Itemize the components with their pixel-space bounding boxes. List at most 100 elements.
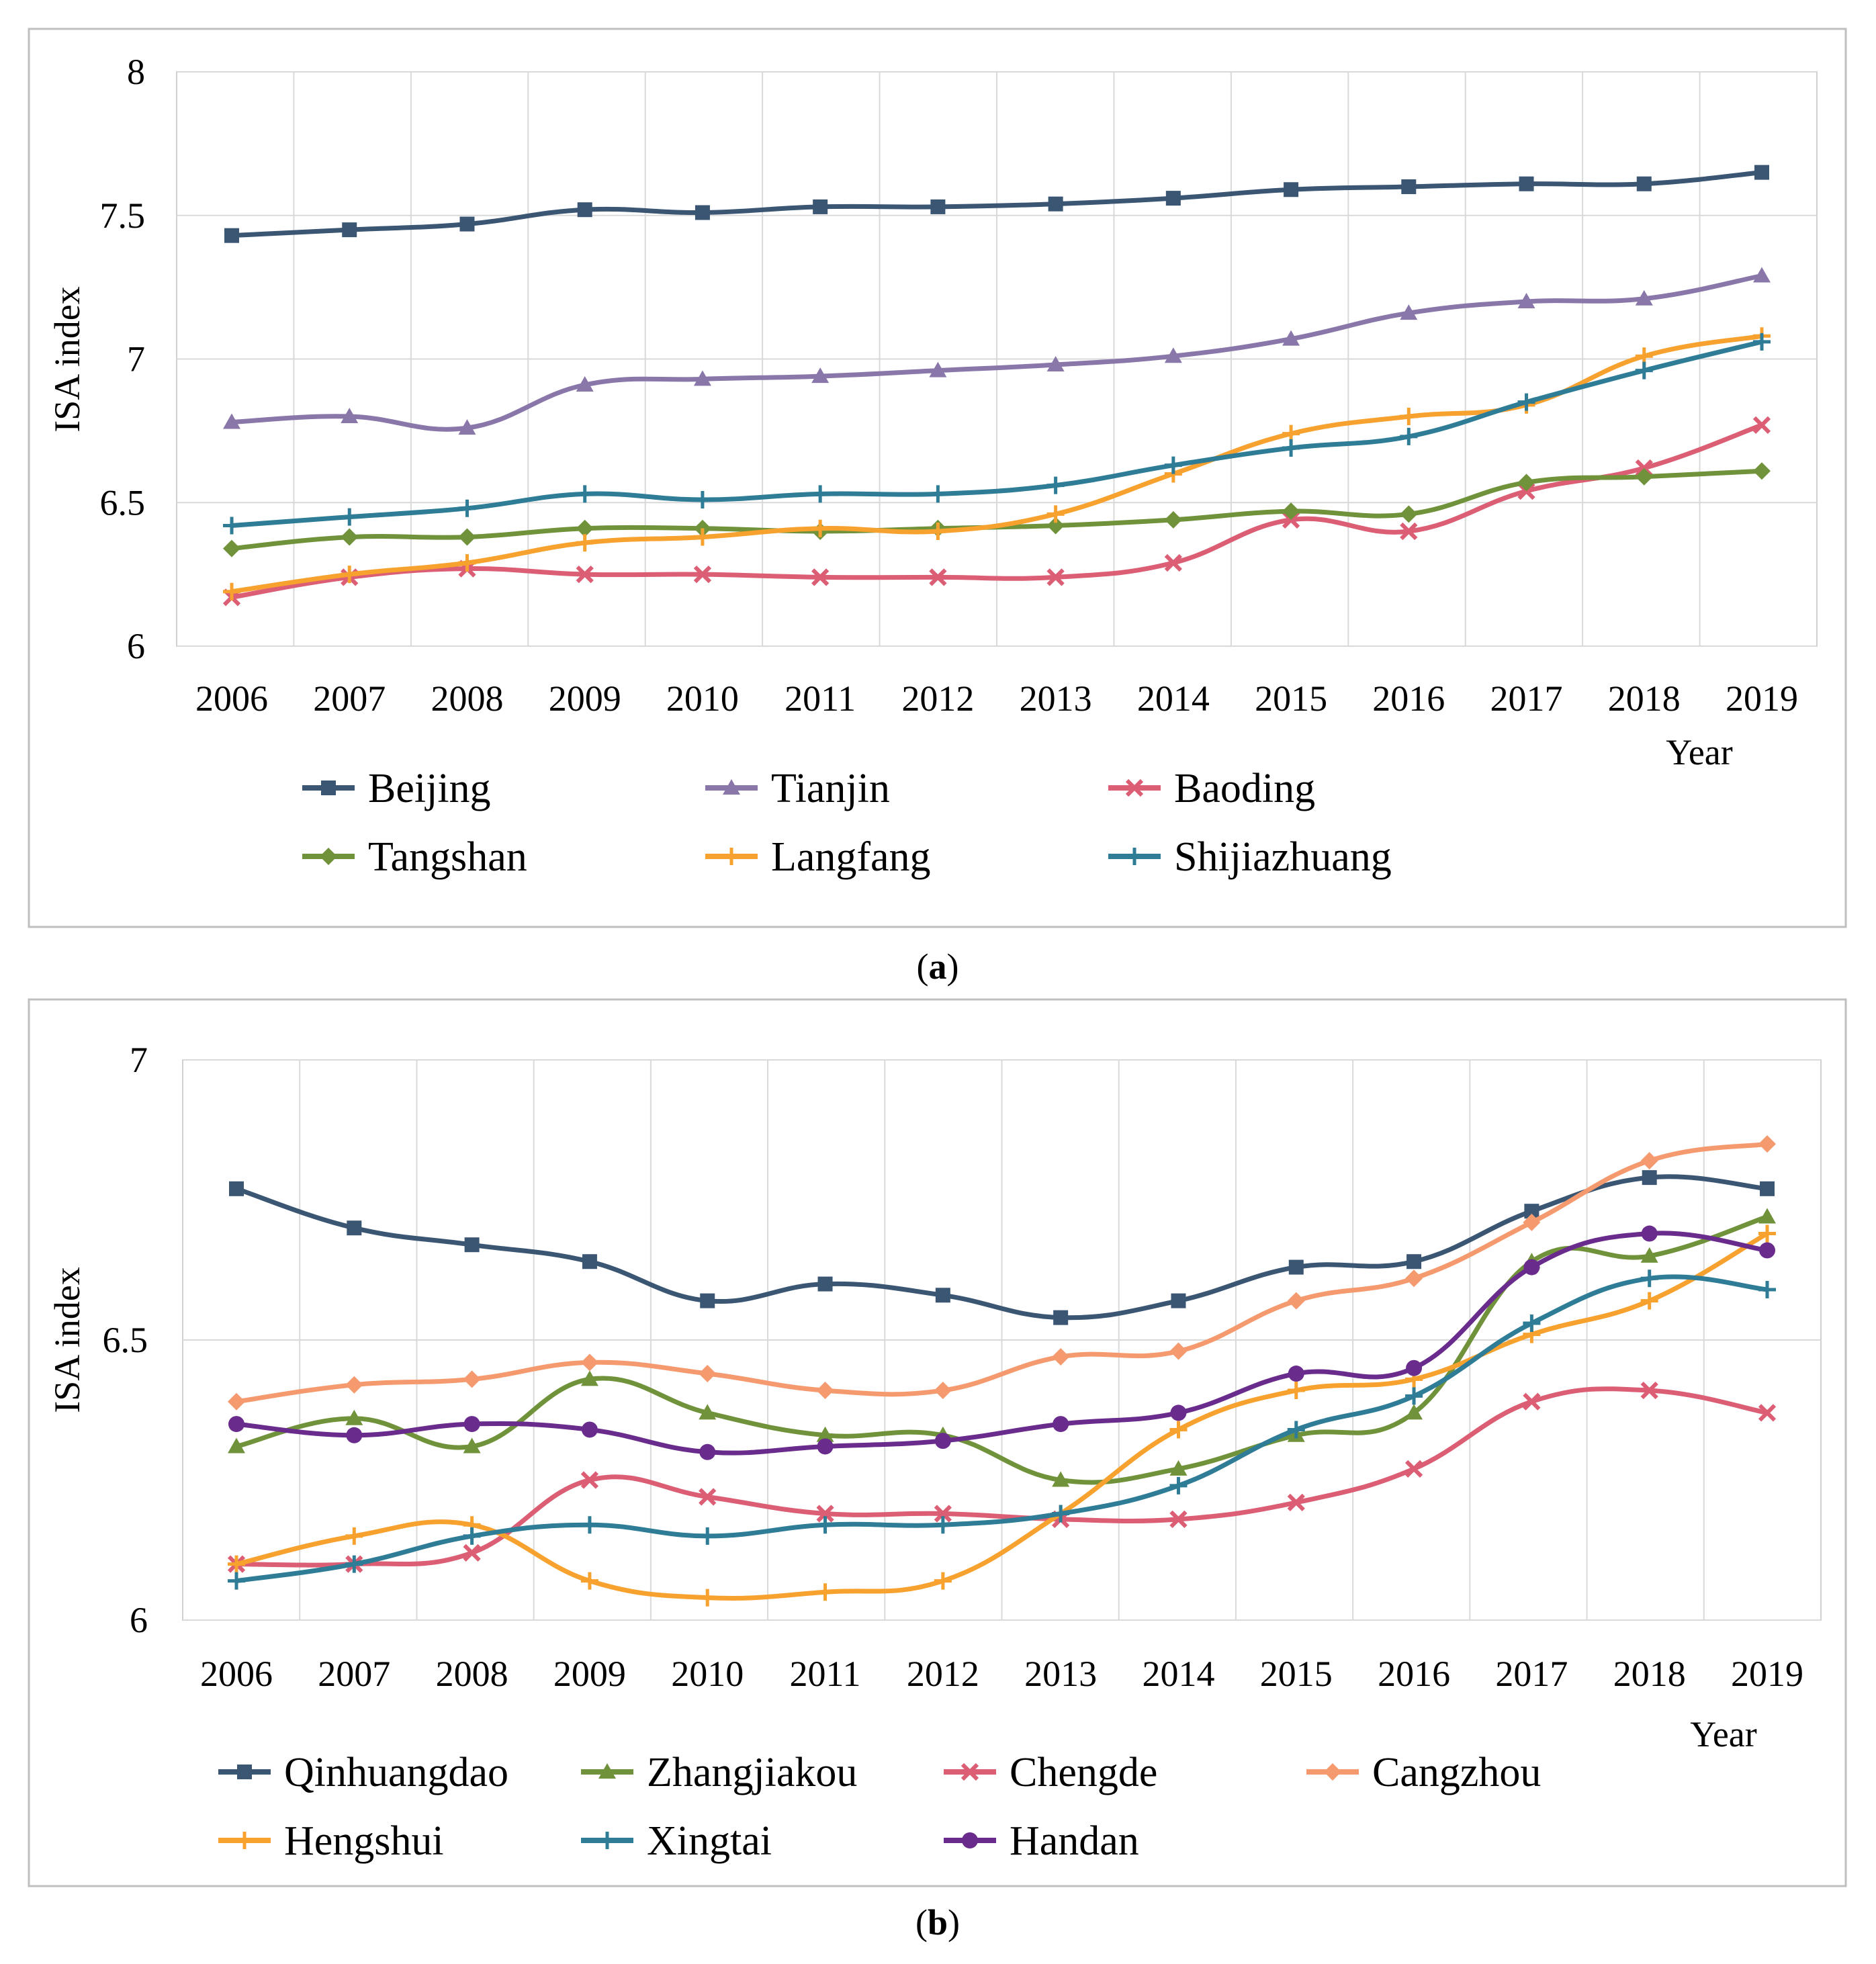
data-point <box>1288 1366 1304 1382</box>
legend-marker <box>598 1832 616 1849</box>
data-point <box>1046 476 1065 494</box>
data-point <box>1164 510 1182 529</box>
data-point <box>1523 1392 1541 1411</box>
data-point <box>1052 1505 1070 1523</box>
data-point <box>693 490 711 508</box>
data-point <box>1642 1170 1657 1186</box>
legend-marker <box>723 779 740 795</box>
x-tick-label: 2018 <box>1613 1654 1686 1694</box>
data-point <box>228 1572 245 1590</box>
series-tangshan <box>223 462 1771 557</box>
y-tick-label: 6.5 <box>103 1320 148 1360</box>
data-point <box>345 1409 363 1425</box>
x-tick-label: 2011 <box>790 1654 861 1694</box>
panel-a-y-ticks: 6 6.5 7 7.5 8 <box>100 52 146 666</box>
data-point <box>1524 1204 1539 1219</box>
data-point <box>1405 1404 1423 1420</box>
data-point <box>693 566 712 584</box>
data-point <box>341 528 359 546</box>
panel-b-y-axis-title: ISA index <box>47 1267 87 1413</box>
legend-item: Tianjin <box>705 766 890 811</box>
x-tick-label: 2008 <box>431 678 503 719</box>
data-point <box>224 228 239 243</box>
data-point <box>463 1370 481 1388</box>
data-point <box>816 1426 834 1442</box>
x-tick-label: 2013 <box>1020 678 1092 719</box>
data-point <box>580 1516 598 1534</box>
data-point <box>1752 416 1771 434</box>
x-tick-label: 2007 <box>318 1654 390 1694</box>
x-tick-label: 2010 <box>666 678 739 719</box>
data-point <box>816 1505 834 1523</box>
data-point <box>811 485 830 503</box>
x-tick-label: 2017 <box>1495 1654 1568 1694</box>
legend-item: Langfang <box>705 834 931 880</box>
data-point <box>1400 304 1418 320</box>
x-tick-label: 2016 <box>1372 678 1445 719</box>
data-point <box>576 375 594 392</box>
data-point <box>811 519 830 537</box>
data-point <box>576 566 594 584</box>
data-point <box>1759 1242 1775 1259</box>
data-point <box>1287 1292 1305 1310</box>
panel-b-y-ticks: 66.57 <box>103 1040 148 1640</box>
data-point <box>228 1555 245 1573</box>
panel-a-x-ticks: 2006 2007 2008 2009 2010 2011 2012 2013 2014 2015… <box>195 678 1798 719</box>
data-point <box>1760 1181 1775 1196</box>
data-point <box>1405 1387 1423 1405</box>
x-tick-label: 2007 <box>313 678 386 719</box>
data-point <box>1636 176 1652 191</box>
data-point <box>1640 1247 1658 1263</box>
data-point <box>1169 1421 1188 1439</box>
x-tick-label: 2012 <box>907 1654 979 1694</box>
legend-item: Cangzhou <box>1306 1750 1541 1795</box>
legend-marker <box>320 848 337 865</box>
series-line <box>229 273 1765 432</box>
data-point <box>1165 191 1181 206</box>
data-point <box>929 485 947 503</box>
y-tick-label: 8 <box>127 52 145 92</box>
legend-marker <box>1126 848 1143 865</box>
data-point <box>1287 1493 1305 1511</box>
x-tick-label: 2019 <box>1726 678 1798 719</box>
legend-marker <box>321 780 336 795</box>
data-point <box>1046 568 1065 586</box>
data-point <box>699 1488 717 1506</box>
data-point <box>341 408 359 423</box>
series-handan <box>228 1225 1775 1460</box>
panel-b-grid <box>183 1059 1821 1621</box>
data-point <box>1519 176 1534 191</box>
data-point <box>345 1527 363 1545</box>
data-point <box>1164 347 1182 363</box>
data-point <box>580 1353 598 1372</box>
data-point <box>934 1382 952 1400</box>
y-tick-label: 7 <box>127 339 145 380</box>
data-point <box>699 1404 717 1420</box>
data-point <box>1640 1292 1658 1310</box>
data-point <box>1046 356 1065 372</box>
x-tick-label: 2008 <box>436 1654 508 1694</box>
data-point <box>929 568 947 586</box>
series-line <box>234 1274 1770 1584</box>
data-point <box>816 1382 834 1400</box>
data-point <box>1171 1293 1186 1308</box>
x-tick-label: 2006 <box>195 678 268 719</box>
data-point <box>1641 1225 1658 1242</box>
data-point <box>699 1589 717 1607</box>
y-tick-label: 6 <box>127 626 145 666</box>
y-tick-label: 6.5 <box>100 482 146 523</box>
data-point <box>458 554 476 572</box>
x-tick-label: 2018 <box>1608 678 1681 719</box>
data-point <box>1523 1314 1541 1332</box>
legend-label: Tianjin <box>771 766 890 811</box>
legend-marker <box>1324 1763 1341 1781</box>
legend-label: Langfang <box>771 834 931 880</box>
data-point <box>463 1437 481 1454</box>
data-point <box>929 361 947 377</box>
data-point <box>1046 505 1065 523</box>
data-point <box>1400 505 1418 523</box>
series-chengde <box>227 1381 1777 1573</box>
data-point <box>1284 182 1299 197</box>
data-point <box>693 370 711 386</box>
